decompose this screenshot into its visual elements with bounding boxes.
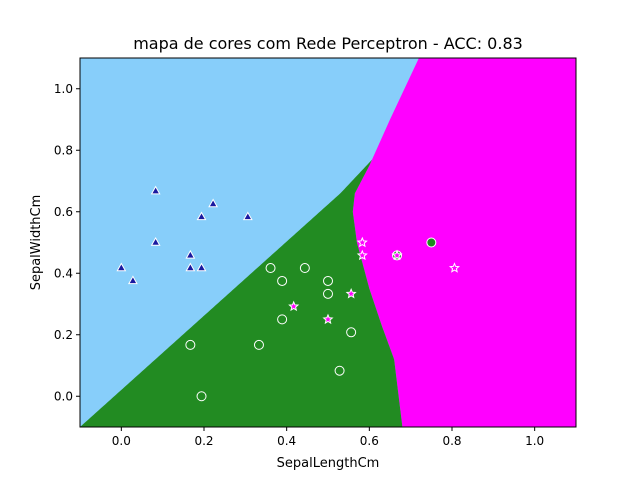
point-series-1-4 <box>277 275 288 286</box>
point-series-0-1 <box>128 275 138 285</box>
point-series-1-3 <box>265 263 276 274</box>
x-tick-label: 0.4 <box>277 434 296 448</box>
y-axis-ticks: 0.0 0.2 0.4 0.6 0.8 1.0 <box>54 82 80 403</box>
point-series-1-7 <box>323 275 333 286</box>
y-tick-label: 0.2 <box>54 328 73 342</box>
y-tick-label: 0.6 <box>54 205 73 219</box>
point-series-2-5 <box>391 249 403 261</box>
point-series-1-8 <box>323 288 333 299</box>
x-axis-label: SepalLengthCm <box>277 456 380 471</box>
point-series-2-3 <box>356 236 368 248</box>
x-tick-label: 0.0 <box>112 434 131 448</box>
y-tick-label: 1.0 <box>54 82 73 96</box>
point-series-1-10 <box>346 327 357 338</box>
point-series-1-5 <box>277 314 288 325</box>
point-series-1-0 <box>185 339 196 350</box>
x-tick-label: 1.0 <box>525 434 544 448</box>
point-series-2-2 <box>345 288 357 299</box>
point-series-1-1 <box>196 391 207 402</box>
point-series-0-3 <box>150 236 161 246</box>
x-tick-label: 0.8 <box>442 434 461 448</box>
point-series-1-12 <box>426 237 437 248</box>
point-series-0-4 <box>185 249 196 259</box>
y-tick-label: 0.4 <box>54 266 73 280</box>
point-series-0-7 <box>196 262 207 272</box>
point-series-0-0 <box>116 262 127 272</box>
x-axis-ticks: 0.0 0.2 0.4 0.6 0.8 1.0 <box>112 427 544 448</box>
point-series-2-0 <box>288 300 300 312</box>
data-points <box>116 185 460 402</box>
point-series-0-9 <box>242 211 253 221</box>
point-series-2-1 <box>322 313 334 325</box>
point-series-0-5 <box>185 262 196 272</box>
x-tick-label: 0.6 <box>360 434 379 448</box>
point-series-1-6 <box>299 263 310 274</box>
y-axis-label: SepalWidthCm <box>29 195 44 291</box>
point-series-1-9 <box>334 365 345 376</box>
chart-title: mapa de cores com Rede Perceptron - ACC:… <box>133 34 523 53</box>
point-series-0-8 <box>208 198 218 208</box>
decision-regions <box>80 58 576 427</box>
plot-area <box>80 58 576 427</box>
plot-frame <box>79 57 577 428</box>
point-series-0-6 <box>196 211 207 221</box>
x-tick-label: 0.2 <box>194 434 213 448</box>
point-series-2-4 <box>356 249 368 261</box>
region-class-1 <box>80 159 403 427</box>
point-series-0-2 <box>150 185 161 195</box>
point-series-2-6 <box>448 262 460 273</box>
point-series-1-2 <box>253 339 264 350</box>
y-tick-label: 0.8 <box>54 143 73 157</box>
region-class-2 <box>352 58 576 427</box>
y-tick-label: 0.0 <box>54 389 73 403</box>
